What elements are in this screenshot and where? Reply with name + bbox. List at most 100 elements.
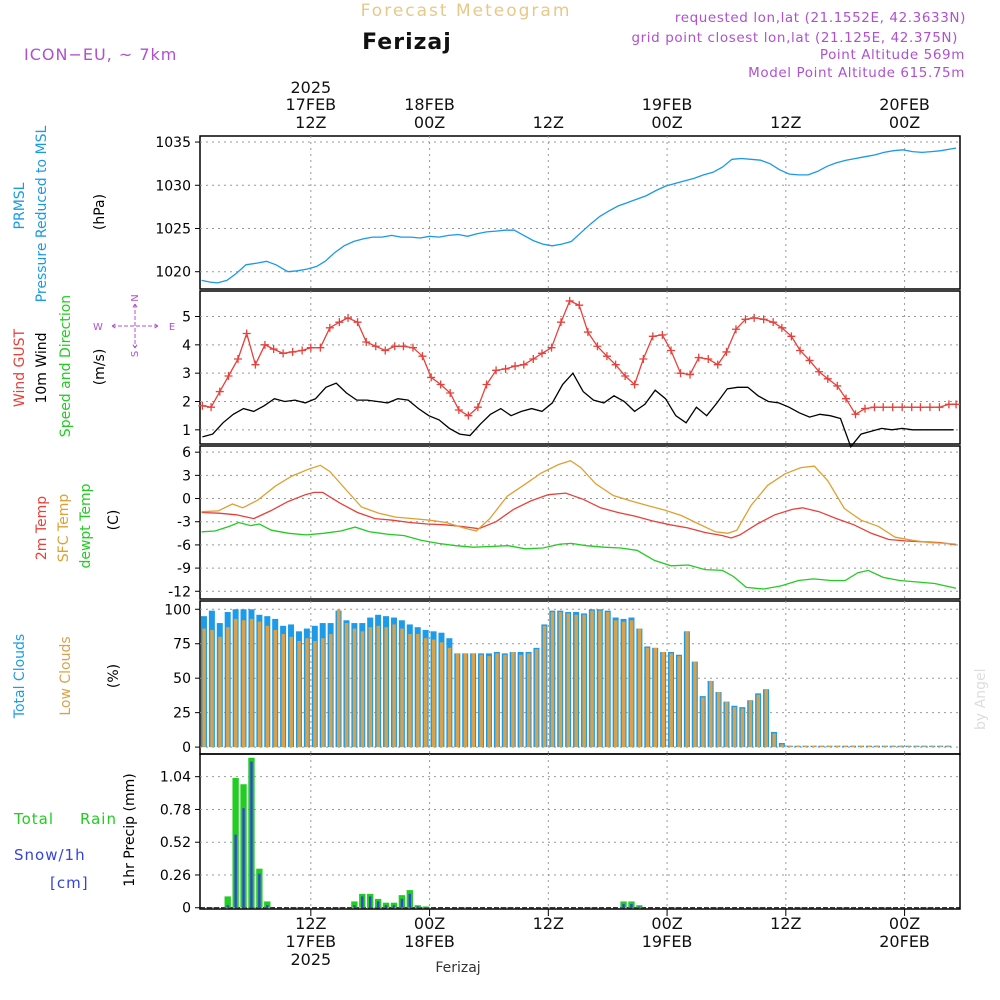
snow-bar-55 bbox=[638, 906, 641, 908]
wind-gust-marker-14 bbox=[325, 323, 334, 332]
low-cloud-bar-85 bbox=[875, 745, 879, 748]
snow-bar-54 bbox=[630, 903, 633, 908]
wind-gust-marker-54 bbox=[694, 353, 703, 362]
pressure-label-prmsl: PRMSL bbox=[12, 182, 28, 229]
low-cloud-bar-67 bbox=[732, 707, 737, 748]
wind-gust-marker-1 bbox=[207, 403, 216, 412]
wind-frame bbox=[199, 290, 961, 445]
low-cloud-bar-68 bbox=[740, 708, 745, 748]
low-cloud-bar-47 bbox=[574, 614, 578, 748]
wind-gust-marker-10 bbox=[288, 347, 297, 356]
grid-coords: grid point closest lon,lat (21.125E, 42.… bbox=[631, 30, 958, 46]
low-cloud-bar-65 bbox=[716, 691, 721, 748]
pressure-ytick-label-1: 1025 bbox=[155, 221, 191, 237]
top-hour-0: 12Z bbox=[295, 113, 326, 132]
wind-gust-marker-70 bbox=[842, 394, 850, 403]
place-name: Ferizaj bbox=[362, 30, 452, 55]
low-cloud-bar-75 bbox=[796, 745, 800, 748]
low-cloud-bar-71 bbox=[764, 689, 768, 748]
wind-gust-marker-56 bbox=[713, 360, 722, 369]
low-cloud-bar-60 bbox=[677, 656, 681, 748]
bottom-date-0: 17FEB bbox=[286, 932, 337, 951]
wind-gust-marker-48 bbox=[639, 355, 648, 363]
low-cloud-bar-94 bbox=[946, 745, 951, 748]
compass-arrows-icon bbox=[111, 303, 159, 349]
wind-gust-marker-74 bbox=[879, 403, 888, 412]
low-cloud-bar-37 bbox=[495, 653, 499, 748]
pressure-panel: 1020 1025 1030 1035 bbox=[155, 135, 961, 290]
wind-gust-marker-58 bbox=[731, 325, 740, 334]
low-cloud-bar-16 bbox=[329, 634, 333, 748]
low-cloud-bar-33 bbox=[463, 653, 468, 748]
wind-gust-marker-75 bbox=[888, 403, 897, 412]
snow-bar-21 bbox=[369, 896, 372, 908]
precip-ylabel: 1hr Precip (mm) Total Rain Snow/1h [cm] bbox=[13, 773, 138, 892]
wind-unit: (m/s) bbox=[92, 349, 108, 386]
temp-unit: (C) bbox=[106, 510, 122, 531]
temperature-ytick-label-1: -9 bbox=[177, 561, 191, 577]
low-cloud-bar-84 bbox=[867, 745, 871, 748]
snow-bar-3 bbox=[226, 905, 229, 908]
pressure-ytick-label-2: 1030 bbox=[155, 178, 191, 194]
pressure-unit: (hPa) bbox=[92, 194, 108, 230]
low-cloud-bar-17 bbox=[336, 609, 341, 748]
low-cloud-bar-56 bbox=[645, 647, 650, 748]
temperature-ytick-label-0: -12 bbox=[168, 584, 191, 600]
pressure-ytick-label-0: 1020 bbox=[155, 265, 191, 281]
chart-title: Forecast Meteogram bbox=[361, 1, 572, 21]
low-cloud-bar-91 bbox=[922, 745, 927, 748]
snow-bar-6 bbox=[250, 761, 253, 908]
wind-gust-marker-6 bbox=[251, 360, 260, 369]
low-cloud-bar-77 bbox=[811, 745, 816, 748]
bottom-hour-2: 12Z bbox=[533, 914, 564, 933]
wind-gust-marker-40 bbox=[565, 296, 574, 305]
wind-gust-marker-8 bbox=[269, 345, 278, 354]
low-cloud-bar-10 bbox=[281, 634, 286, 748]
wind-gust-marker-18 bbox=[362, 338, 371, 346]
temp-label-dewpt: dewpt Temp bbox=[78, 483, 94, 568]
snow-bar-20 bbox=[361, 896, 364, 908]
wind-gust-marker-15 bbox=[335, 318, 344, 327]
temperature-frame bbox=[199, 445, 961, 600]
low-cloud-bar-41 bbox=[526, 653, 531, 748]
wind-gust-marker-22 bbox=[399, 342, 408, 351]
pressure-ytick-label-3: 1035 bbox=[155, 135, 191, 151]
wind-gust-marker-59 bbox=[741, 315, 750, 324]
wind-gust-marker-35 bbox=[519, 360, 528, 369]
pressure-series-0 bbox=[201, 147, 957, 284]
temperature-ytick-label-6: 6 bbox=[182, 445, 191, 461]
low-cloud-bar-57 bbox=[653, 647, 658, 748]
clouds-ytick-label-0: 0 bbox=[182, 740, 191, 756]
low-cloud-bar-5 bbox=[241, 620, 246, 748]
low-cloud-bar-74 bbox=[788, 745, 792, 748]
low-cloud-bar-29 bbox=[431, 639, 436, 748]
low-cloud-bar-59 bbox=[669, 653, 673, 748]
low-cloud-bar-89 bbox=[906, 745, 911, 748]
low-cloud-bar-28 bbox=[424, 638, 428, 748]
low-cloud-bar-42 bbox=[534, 649, 539, 748]
wind-gust-marker-33 bbox=[501, 364, 510, 373]
wind-label-speed: Speed and Direction bbox=[58, 295, 74, 437]
low-cloud-bar-83 bbox=[859, 745, 863, 748]
top-date-5: 20FEB bbox=[879, 95, 930, 114]
low-cloud-bar-31 bbox=[447, 647, 452, 748]
temperature-ytick-label-5: 3 bbox=[182, 468, 191, 484]
precip-ytick-label-1: 0.26 bbox=[160, 868, 191, 884]
low-cloud-bar-58 bbox=[661, 652, 666, 748]
low-cloud-bar-69 bbox=[748, 700, 753, 748]
snow-bar-23 bbox=[384, 905, 388, 908]
bottom-date-5: 20FEB bbox=[879, 932, 930, 951]
temp-label-sfc: SFC Temp bbox=[56, 494, 72, 563]
wind-gust-marker-76 bbox=[898, 403, 907, 412]
low-cloud-bar-19 bbox=[352, 628, 357, 748]
wind-gust-marker-57 bbox=[722, 347, 731, 356]
low-cloud-bar-78 bbox=[819, 745, 824, 748]
low-cloud-bar-24 bbox=[392, 624, 396, 748]
wind-gust-marker-11 bbox=[298, 346, 307, 355]
wind-gust-marker-0 bbox=[198, 401, 207, 410]
top-hour-4: 12Z bbox=[770, 113, 801, 132]
low-cloud-bar-48 bbox=[582, 614, 586, 748]
low-cloud-bar-80 bbox=[835, 745, 840, 748]
